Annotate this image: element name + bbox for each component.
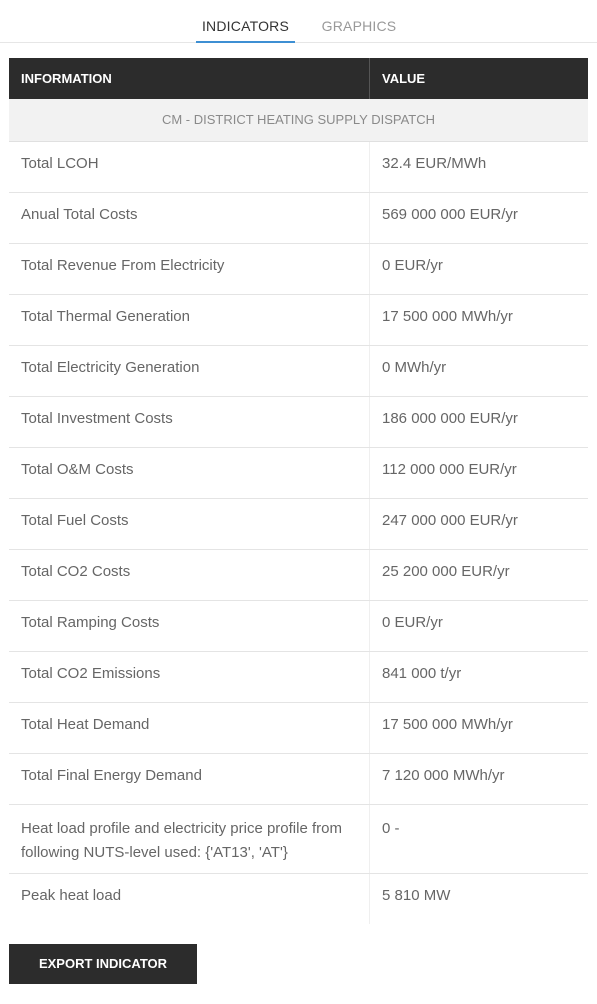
indicator-value: 0 MWh/yr [382, 359, 447, 376]
indicators-table: INFORMATION VALUE CM - DISTRICT HEATING … [9, 58, 588, 924]
section-title: CM - DISTRICT HEATING SUPPLY DISPATCH [9, 99, 588, 142]
tab-graphics[interactable]: GRAPHICS [321, 18, 397, 34]
table-row: Total Heat Demand 17 500 000 MWh/yr [9, 703, 588, 754]
table-row: Anual Total Costs 569 000 000 EUR/yr [9, 193, 588, 244]
indicator-label: Total CO2 Emissions [9, 652, 370, 702]
table-row: Total CO2 Emissions 841 000 t/yr [9, 652, 588, 703]
indicator-label: Total Investment Costs [9, 397, 370, 447]
indicator-value: 0 - [382, 820, 400, 837]
column-header-value: VALUE [382, 71, 426, 86]
table-row: Total Final Energy Demand 7 120 000 MWh/y… [9, 754, 588, 805]
table-row: Heat load profile and electricity price … [9, 805, 588, 874]
indicator-label: Total CO2 Costs [9, 550, 370, 600]
table-row: Total Investment Costs 186 000 000 EUR/yr [9, 397, 588, 448]
indicator-value: 247 000 000 EUR/yr [382, 512, 518, 529]
indicator-label: Total LCOH [9, 142, 370, 192]
indicator-value: 112 000 000 EUR/yr [382, 461, 517, 478]
export-indicator-button[interactable]: EXPORT INDICATOR [9, 944, 197, 984]
indicator-label: Peak heat load [9, 874, 370, 924]
indicator-label: Total Heat Demand [9, 703, 370, 753]
table-row: Total LCOH 32.4 EUR/MWh [9, 142, 588, 193]
indicator-value: 0 EUR/yr [382, 257, 443, 274]
indicator-label: Anual Total Costs [9, 193, 370, 243]
indicator-value: 17 500 000 MWh/yr [382, 308, 513, 325]
indicator-value: 0 EUR/yr [382, 614, 443, 631]
table-row: Total O&M Costs 112 000 000 EUR/yr [9, 448, 588, 499]
indicator-label: Total O&M Costs [9, 448, 370, 498]
indicator-value: 7 120 000 MWh/yr [382, 767, 505, 784]
indicator-value: 32.4 EUR/MWh [382, 155, 487, 172]
table-row: Total Revenue From Electricity 0 EUR/yr [9, 244, 588, 295]
indicator-value: 841 000 t/yr [382, 665, 462, 682]
indicator-label: Total Final Energy Demand [9, 754, 370, 804]
indicator-label: Heat load profile and electricity price … [9, 805, 370, 873]
indicator-label: Total Ramping Costs [9, 601, 370, 651]
table-row: Total Ramping Costs 0 EUR/yr [9, 601, 588, 652]
column-header-information: INFORMATION [9, 58, 370, 99]
table-row: Total Electricity Generation 0 MWh/yr [9, 346, 588, 397]
indicator-label: Total Fuel Costs [9, 499, 370, 549]
indicator-value: 17 500 000 MWh/yr [382, 716, 513, 733]
indicator-value: 25 200 000 EUR/yr [382, 563, 510, 580]
table-body: Total LCOH 32.4 EUR/MWh Anual Total Costs 5… [9, 142, 588, 924]
indicator-value: 569 000 000 EUR/yr [382, 206, 518, 223]
tab-indicators[interactable]: INDICATORS [196, 0, 295, 43]
indicator-label: Total Revenue From Electricity [9, 244, 370, 294]
indicator-value: 5 810 MW [382, 887, 451, 904]
tab-bar: INDICATORS GRAPHICS [0, 0, 597, 43]
table-row: Total Thermal Generation 17 500 000 MWh/y… [9, 295, 588, 346]
indicator-value: 186 000 000 EUR/yr [382, 410, 518, 427]
indicator-label: Total Thermal Generation [9, 295, 370, 345]
table-row: Peak heat load 5 810 MW [9, 874, 588, 924]
table-header: INFORMATION VALUE [9, 58, 588, 99]
table-row: Total CO2 Costs 25 200 000 EUR/yr [9, 550, 588, 601]
indicator-label: Total Electricity Generation [9, 346, 370, 396]
table-row: Total Fuel Costs 247 000 000 EUR/yr [9, 499, 588, 550]
